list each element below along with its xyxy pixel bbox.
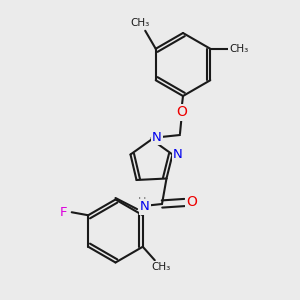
Text: N: N bbox=[152, 130, 162, 144]
Text: CH₃: CH₃ bbox=[229, 44, 248, 54]
Text: N: N bbox=[140, 200, 150, 214]
Text: CH₃: CH₃ bbox=[130, 18, 150, 28]
Text: N: N bbox=[173, 148, 183, 161]
Text: CH₃: CH₃ bbox=[151, 262, 170, 272]
Text: O: O bbox=[176, 106, 187, 119]
Text: F: F bbox=[60, 206, 68, 219]
Text: O: O bbox=[187, 196, 197, 209]
Text: H: H bbox=[138, 197, 146, 207]
